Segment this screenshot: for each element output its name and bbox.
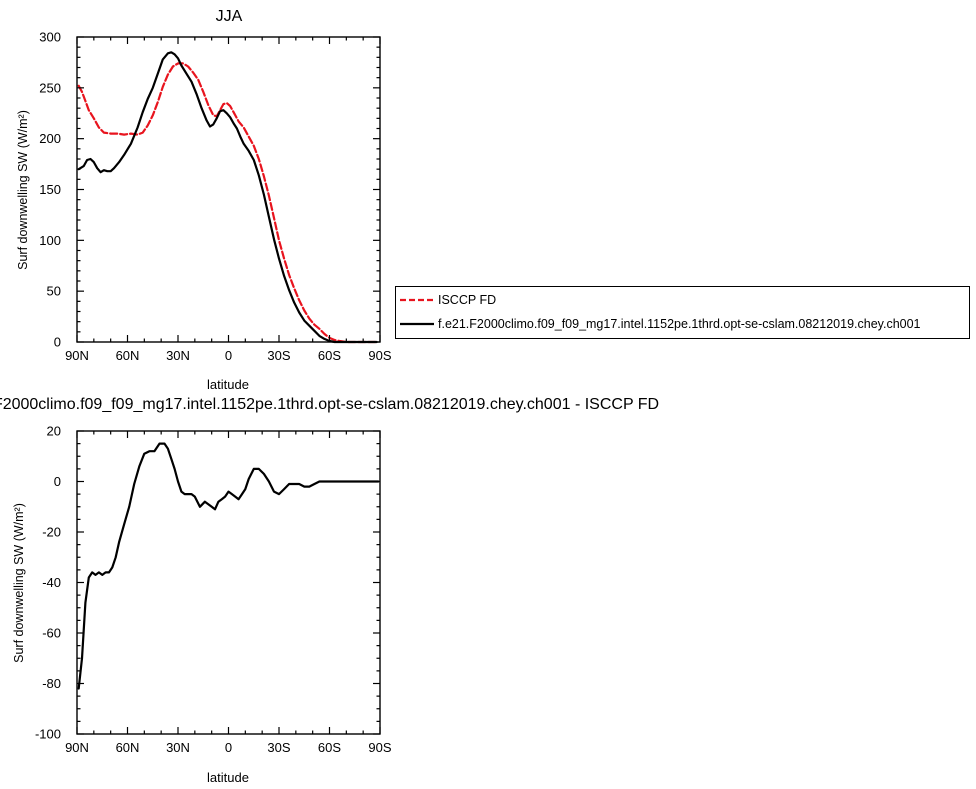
- legend-label: ISCCP FD: [438, 293, 497, 307]
- series-line-difference: [77, 442, 380, 690]
- x-tick-label: 30S: [267, 348, 290, 363]
- x-tick-label: 0: [225, 348, 232, 363]
- legend-label: f.e21.F2000climo.f09_f09_mg17.intel.1152…: [438, 317, 921, 331]
- x-tick-label: 90S: [368, 348, 391, 363]
- x-tick-label: 90S: [368, 740, 391, 755]
- x-tick-label: 60S: [318, 348, 341, 363]
- series-group: [77, 442, 380, 690]
- x-tick-label: 90N: [65, 348, 89, 363]
- x-tick-label: 30N: [166, 740, 190, 755]
- y-axis-label: Surf downwelling SW (W/m²): [12, 503, 26, 663]
- series-line-model: [77, 51, 378, 344]
- legend-entry-isccp: ISCCP FD: [396, 290, 496, 310]
- x-axis-label: latitude: [207, 377, 249, 392]
- y-tick-label: 50: [47, 284, 61, 299]
- x-tick-label: 30N: [166, 348, 190, 363]
- y-tick-label: 300: [39, 30, 61, 45]
- panel-difference: f.e21.F2000climo.f09_f09_mg17.intel.1152…: [0, 396, 659, 785]
- y-tick-label: 200: [39, 131, 61, 146]
- x-tick-label: 60N: [116, 740, 140, 755]
- legend: ISCCP FD f.e21.F2000climo.f09_f09_mg17.i…: [395, 286, 970, 339]
- x-tick-label: 30S: [267, 740, 290, 755]
- legend-swatch-solid-black: [400, 322, 434, 326]
- y-tick-label: 0: [54, 335, 61, 350]
- y-tick-label: 150: [39, 182, 61, 197]
- y-tick-label: 0: [54, 474, 61, 489]
- x-tick-label: 0: [225, 740, 232, 755]
- x-axis-label: latitude: [207, 770, 249, 785]
- y-tick-label: 20: [47, 424, 61, 439]
- chart-title: JJA: [216, 8, 243, 25]
- x-tick-label: 60S: [318, 740, 341, 755]
- legend-swatch-dashed-red: [400, 298, 434, 302]
- y-tick-label: -80: [42, 676, 61, 691]
- x-tick-label: 60N: [116, 348, 140, 363]
- y-tick-label: -100: [35, 727, 61, 742]
- y-tick-label: -40: [42, 575, 61, 590]
- panel-jja: JJA 90N 60N 30N 0 30S 60S 90S 0 50 100 150 200 250 30…: [16, 8, 392, 392]
- axis-ticks: 90N 60N 30N 0 30S 60S 90S -100 -80 -60 -40 -20 0 20: [35, 424, 392, 756]
- x-tick-label: 90N: [65, 740, 89, 755]
- series-line-isccp-fd: [77, 62, 380, 344]
- chart-title: f.e21.F2000climo.f09_f09_mg17.intel.1152…: [0, 396, 659, 413]
- series-group: [77, 51, 380, 344]
- axis-ticks: 90N 60N 30N 0 30S 60S 90S 0 50 100 150 200 250 300: [39, 30, 392, 364]
- legend-entry-model: f.e21.F2000climo.f09_f09_mg17.intel.1152…: [396, 314, 921, 334]
- y-tick-label: -60: [42, 626, 61, 641]
- y-axis-label: Surf downwelling SW (W/m²): [16, 110, 30, 270]
- y-tick-label: 100: [39, 233, 61, 248]
- plot-frame: [76, 36, 381, 343]
- y-tick-label: -20: [42, 525, 61, 540]
- y-tick-label: 250: [39, 80, 61, 95]
- plot-frame: [76, 430, 381, 735]
